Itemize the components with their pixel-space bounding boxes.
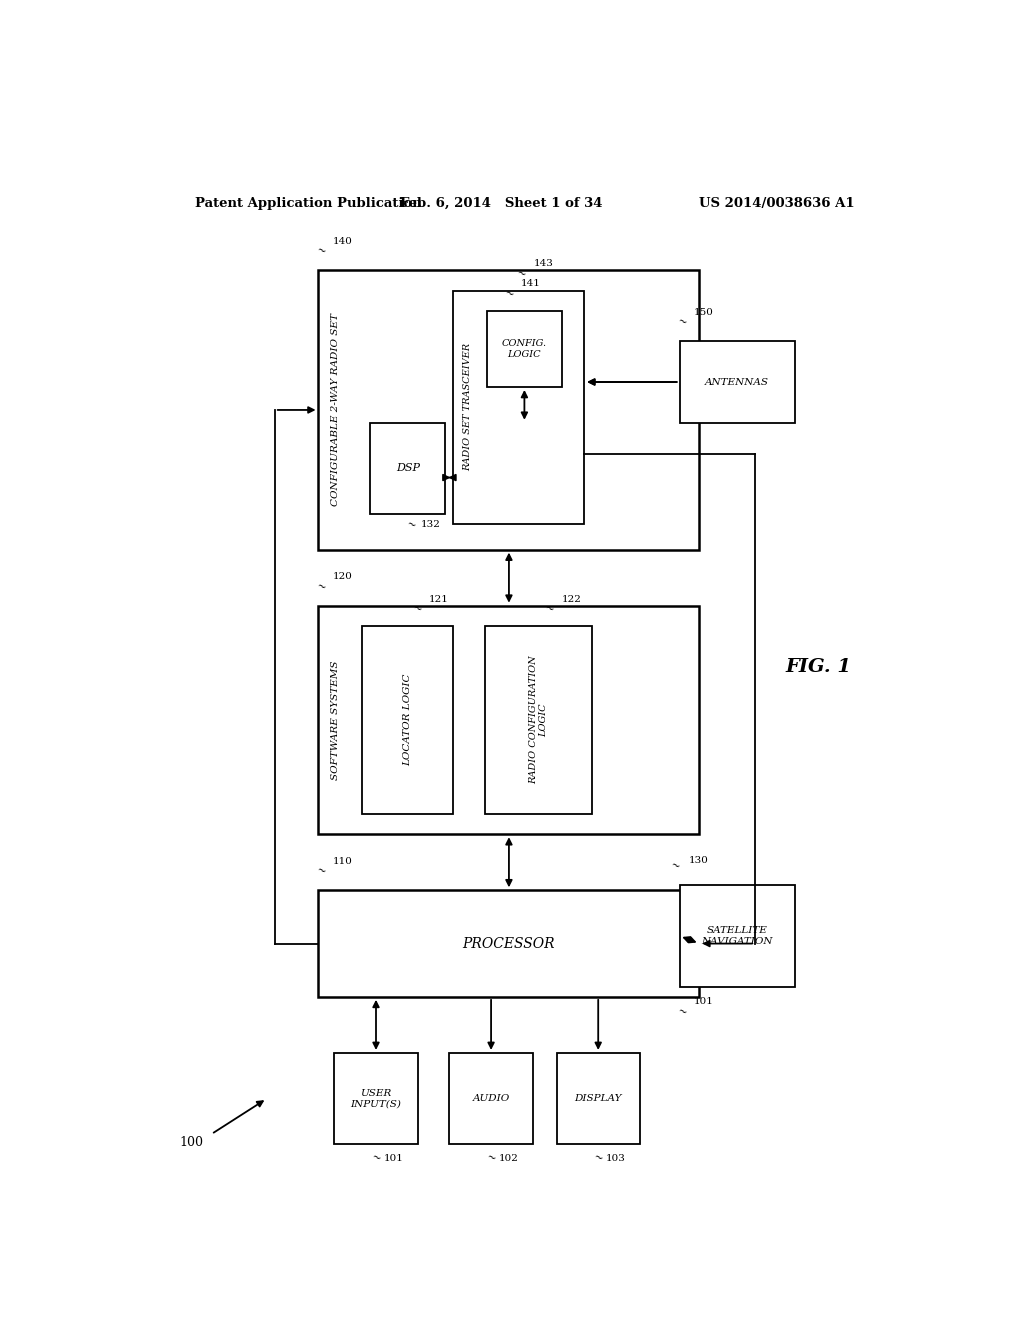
- Text: Feb. 6, 2014   Sheet 1 of 34: Feb. 6, 2014 Sheet 1 of 34: [399, 197, 602, 210]
- Text: ~: ~: [544, 603, 555, 616]
- Text: 101: 101: [384, 1155, 403, 1163]
- FancyBboxPatch shape: [485, 626, 592, 814]
- FancyBboxPatch shape: [680, 886, 795, 987]
- FancyBboxPatch shape: [454, 290, 585, 524]
- Text: 150: 150: [694, 308, 714, 317]
- Text: US 2014/0038636 A1: US 2014/0038636 A1: [698, 197, 854, 210]
- Text: Patent Application Publication: Patent Application Publication: [196, 197, 422, 210]
- Text: ~: ~: [406, 519, 418, 532]
- Text: 143: 143: [534, 259, 553, 268]
- Text: DSP: DSP: [395, 463, 420, 474]
- Text: ~: ~: [515, 268, 527, 281]
- FancyBboxPatch shape: [318, 890, 699, 997]
- Text: LOCATOR LOGIC: LOCATOR LOGIC: [403, 673, 413, 766]
- FancyBboxPatch shape: [450, 1053, 532, 1144]
- Text: 100: 100: [179, 1137, 204, 1150]
- FancyBboxPatch shape: [370, 422, 445, 515]
- Text: ~: ~: [314, 581, 327, 594]
- Text: ~: ~: [676, 1006, 688, 1019]
- Text: 103: 103: [606, 1155, 626, 1163]
- FancyBboxPatch shape: [680, 342, 795, 422]
- Text: 102: 102: [499, 1155, 519, 1163]
- Text: PROCESSOR: PROCESSOR: [463, 937, 555, 950]
- FancyBboxPatch shape: [362, 626, 454, 814]
- Text: SOFTWARE SYSTEMS: SOFTWARE SYSTEMS: [332, 660, 340, 780]
- Text: 141: 141: [521, 280, 541, 289]
- FancyBboxPatch shape: [486, 312, 562, 387]
- Text: ~: ~: [485, 1152, 497, 1166]
- FancyBboxPatch shape: [318, 271, 699, 549]
- Text: SATELLITE
NAVIGATION: SATELLITE NAVIGATION: [701, 927, 773, 945]
- FancyBboxPatch shape: [334, 1053, 418, 1144]
- Text: CONFIG.
LOGIC: CONFIG. LOGIC: [502, 339, 547, 359]
- Text: DISPLAY: DISPLAY: [574, 1094, 622, 1104]
- Text: FIG. 1: FIG. 1: [785, 657, 851, 676]
- Text: ~: ~: [411, 603, 423, 616]
- Text: RADIO SET TRASCEIVER: RADIO SET TRASCEIVER: [463, 343, 472, 471]
- Text: ~: ~: [314, 246, 327, 259]
- Text: 121: 121: [429, 594, 449, 603]
- FancyBboxPatch shape: [557, 1053, 640, 1144]
- Text: ~: ~: [314, 866, 327, 878]
- Text: RADIO CONFIGURATION
LOGIC: RADIO CONFIGURATION LOGIC: [529, 656, 549, 784]
- Text: 132: 132: [421, 520, 441, 529]
- Text: 101: 101: [694, 997, 714, 1006]
- Text: 140: 140: [333, 236, 352, 246]
- Text: 122: 122: [561, 594, 582, 603]
- Text: ~: ~: [676, 317, 688, 329]
- Text: ~: ~: [592, 1152, 604, 1166]
- FancyBboxPatch shape: [318, 606, 699, 834]
- Text: ANTENNAS: ANTENNAS: [706, 378, 769, 387]
- Text: ~: ~: [503, 288, 515, 301]
- Text: CONFIGURABLE 2-WAY RADIO SET: CONFIGURABLE 2-WAY RADIO SET: [332, 314, 340, 507]
- Text: ~: ~: [670, 861, 682, 873]
- Text: 110: 110: [333, 857, 352, 866]
- Text: USER
INPUT(S): USER INPUT(S): [350, 1089, 401, 1109]
- Text: 120: 120: [333, 573, 352, 581]
- Text: 130: 130: [689, 855, 709, 865]
- Text: AUDIO: AUDIO: [472, 1094, 510, 1104]
- Text: ~: ~: [370, 1152, 382, 1166]
